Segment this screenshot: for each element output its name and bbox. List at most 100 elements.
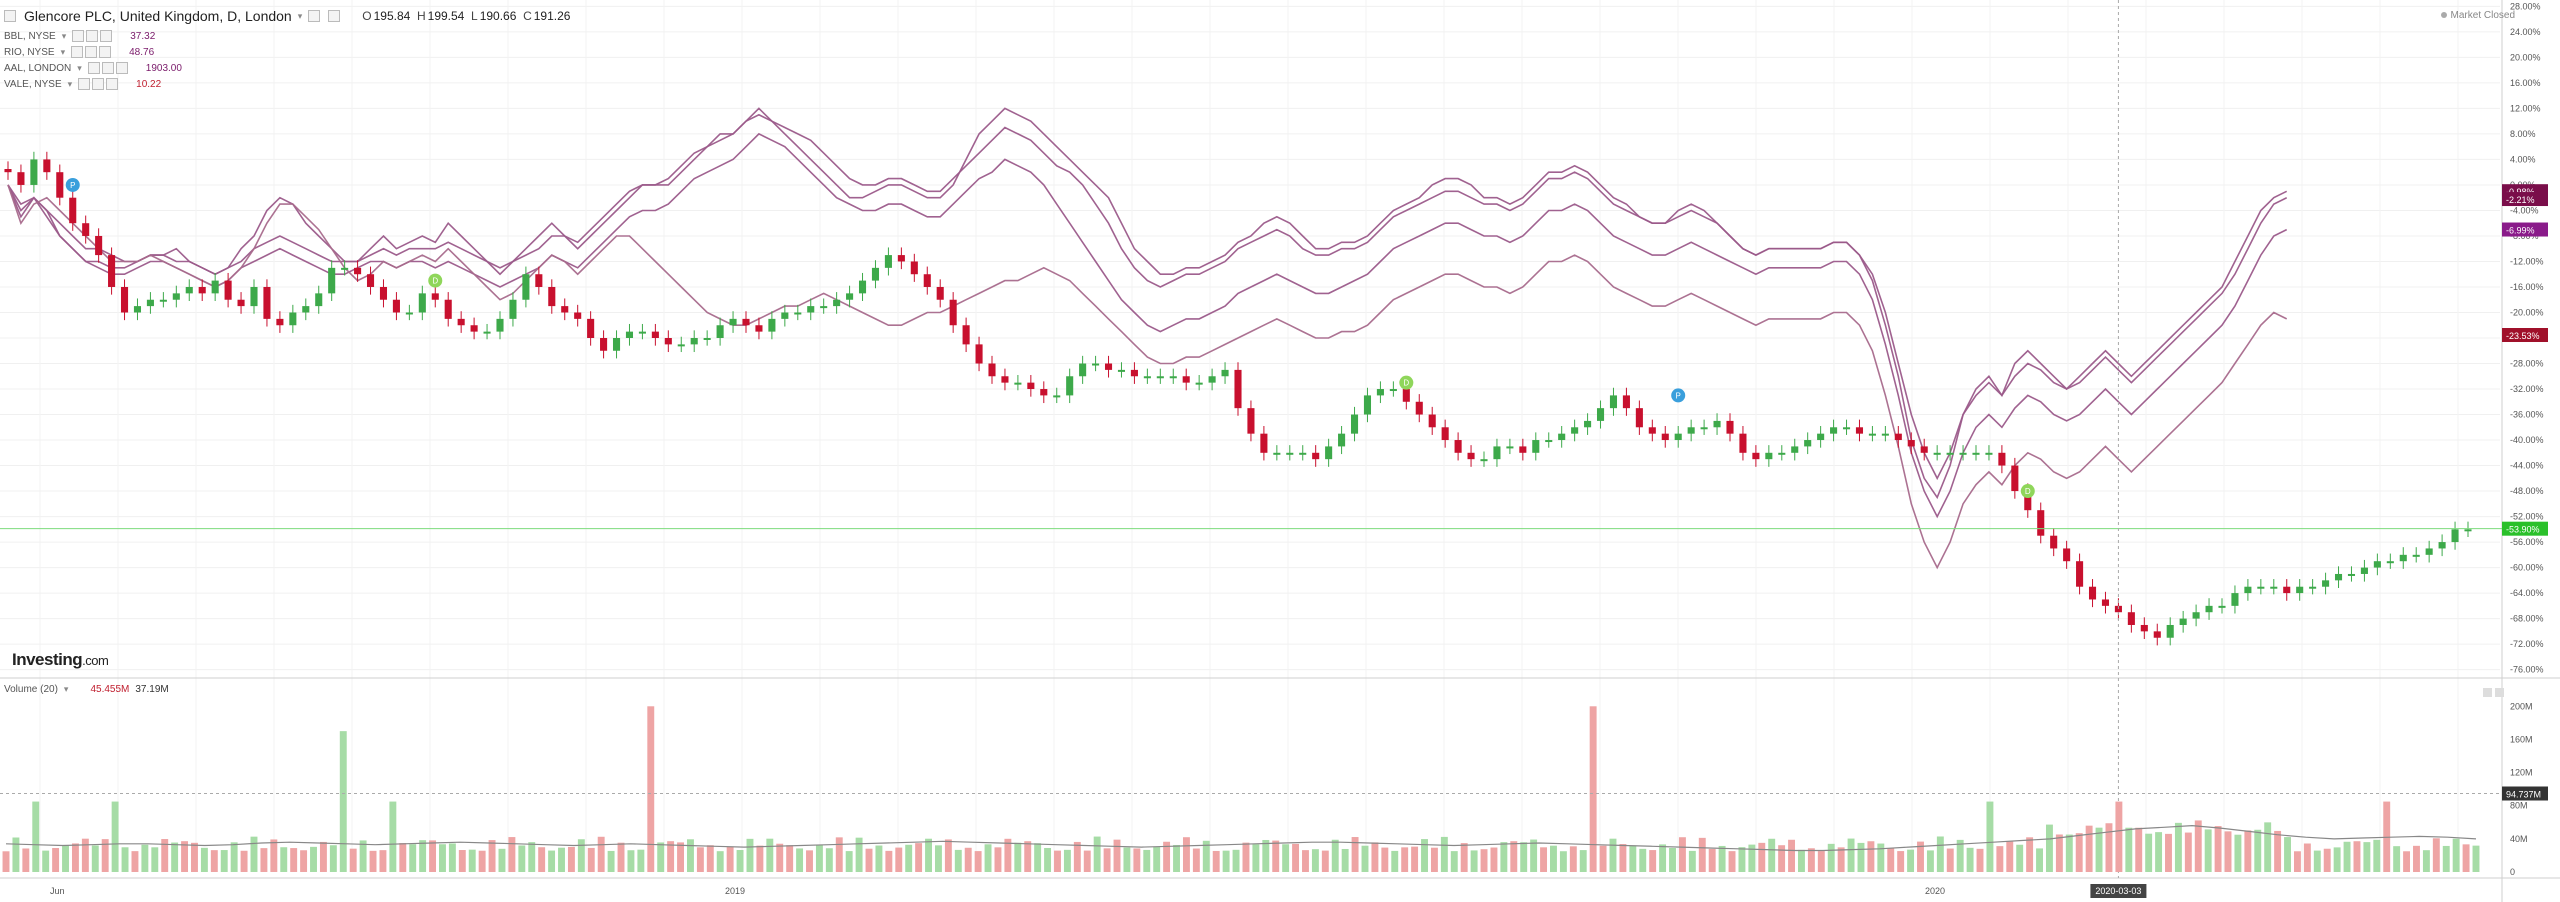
volume-bar: [1817, 851, 1825, 872]
chevron-down-icon[interactable]: ▾: [67, 78, 73, 89]
hide-icon[interactable]: [78, 78, 91, 90]
volume-bar: [2006, 841, 2014, 872]
candle-body: [729, 318, 737, 326]
collapse-icon[interactable]: [4, 10, 16, 22]
candle-body: [1286, 452, 1294, 455]
volume-bar: [2026, 837, 2034, 872]
volume-bar: [91, 845, 99, 872]
pane-maximize-icon[interactable]: [2483, 688, 2492, 697]
candle-body: [1959, 452, 1967, 455]
candle-body: [2231, 593, 2239, 606]
compare-name[interactable]: BBL, NYSE: [4, 30, 56, 42]
settings-icon[interactable]: [86, 30, 99, 42]
y-tick-label: -52.00%: [2510, 512, 2544, 522]
close-icon[interactable]: [99, 46, 112, 58]
main-series-row[interactable]: Glencore PLC, United Kingdom, D, London …: [4, 8, 570, 24]
y-tick-label: -48.00%: [2510, 486, 2544, 496]
volume-bar: [1480, 849, 1488, 872]
volume-y-tick-label: 80M: [2510, 801, 2528, 811]
close-icon[interactable]: [100, 30, 113, 42]
candle-body: [988, 363, 996, 377]
close-icon[interactable]: [115, 62, 128, 74]
hide-icon[interactable]: [87, 62, 100, 74]
volume-bar: [429, 840, 437, 872]
volume-bar: [2452, 838, 2460, 872]
candle-body: [936, 286, 944, 300]
x-tick-label: Jun: [50, 886, 65, 896]
chevron-down-icon[interactable]: ▾: [297, 10, 303, 21]
close-icon[interactable]: [106, 78, 119, 90]
compare-name[interactable]: RIO, NYSE: [4, 46, 55, 58]
volume-bar: [1044, 848, 1052, 872]
compare-row-vale[interactable]: VALE, NYSE ▾ 10.22: [4, 76, 570, 92]
hide-icon[interactable]: [71, 46, 84, 58]
compare-row-aal[interactable]: AAL, LONDON ▾ 1903.00: [4, 60, 570, 76]
volume-y-tick-label: 120M: [2510, 768, 2533, 778]
volume-bar: [339, 731, 347, 872]
y-tick-label: -64.00%: [2510, 588, 2544, 598]
compare-row-bbl[interactable]: BBL, NYSE ▾ 37.32: [4, 28, 570, 44]
settings-icon[interactable]: [308, 10, 321, 22]
settings-icon[interactable]: [92, 78, 105, 90]
candle-body: [1441, 427, 1449, 441]
candle-body: [1778, 452, 1786, 455]
pane-close-icon[interactable]: [2495, 688, 2504, 697]
compare-name[interactable]: AAL, LONDON: [4, 62, 72, 74]
candle-body: [600, 338, 608, 351]
y-tick-label: -12.00%: [2510, 256, 2544, 266]
candle-body: [133, 306, 142, 313]
chevron-down-icon[interactable]: ▾: [63, 684, 69, 694]
candle-body: [2011, 465, 2019, 492]
volume-bar: [379, 850, 387, 872]
y-tick-label: 16.00%: [2510, 78, 2541, 88]
candle-body: [1855, 427, 1864, 434]
candle-body: [120, 286, 129, 313]
close-icon[interactable]: [328, 10, 341, 22]
settings-icon[interactable]: [101, 62, 114, 74]
volume-y-tick-label: 200M: [2510, 701, 2533, 711]
volume-bar: [2303, 843, 2311, 872]
symbol-title[interactable]: Glencore PLC, United Kingdom, D, London: [24, 8, 292, 24]
volume-bar: [101, 839, 109, 872]
chevron-down-icon[interactable]: ▾: [61, 30, 67, 41]
candle-body: [2464, 529, 2472, 532]
settings-icon[interactable]: [85, 46, 98, 58]
chevron-down-icon[interactable]: ▾: [77, 62, 82, 73]
volume-bar: [290, 848, 298, 872]
candle-body: [833, 299, 841, 307]
volume-value: 45.455M: [90, 684, 130, 695]
volume-bar: [1807, 848, 1815, 872]
candle-body: [328, 267, 336, 294]
volume-y-tick-label: 40M: [2510, 834, 2528, 844]
volume-bar: [260, 848, 268, 872]
volume-bar: [1440, 836, 1448, 872]
compare-name[interactable]: VALE, NYSE: [4, 78, 62, 90]
volume-bar: [1331, 839, 1339, 872]
chevron-down-icon[interactable]: ▾: [60, 46, 66, 57]
pane-tools[interactable]: [2480, 684, 2504, 702]
candle-body: [1208, 376, 1216, 383]
volume-bar: [2155, 832, 2163, 872]
compare-row-rio[interactable]: RIO, NYSE ▾ 48.76: [4, 44, 570, 60]
volume-legend[interactable]: Volume (20) ▾ 45.455M 37.19M: [4, 684, 169, 695]
candle-body: [1350, 414, 1359, 434]
series-end-badge: [2502, 328, 2548, 343]
candle-body: [522, 274, 530, 300]
volume-bar: [1232, 849, 1240, 872]
candle-body: [2283, 586, 2291, 594]
volume-bar: [240, 850, 248, 872]
volume-bar: [2442, 845, 2450, 872]
candle-body: [677, 344, 685, 347]
volume-bar: [310, 846, 317, 872]
hide-icon[interactable]: [72, 30, 85, 42]
candle-body: [587, 318, 595, 338]
volume-bar: [2264, 822, 2272, 872]
volume-title[interactable]: Volume (20): [4, 684, 58, 695]
volume-bar: [875, 845, 883, 872]
volume-bar: [1569, 846, 1577, 872]
candle-body: [1325, 446, 1333, 460]
volume-y-tick-label: 160M: [2510, 734, 2533, 744]
volume-bar: [1292, 843, 1300, 872]
